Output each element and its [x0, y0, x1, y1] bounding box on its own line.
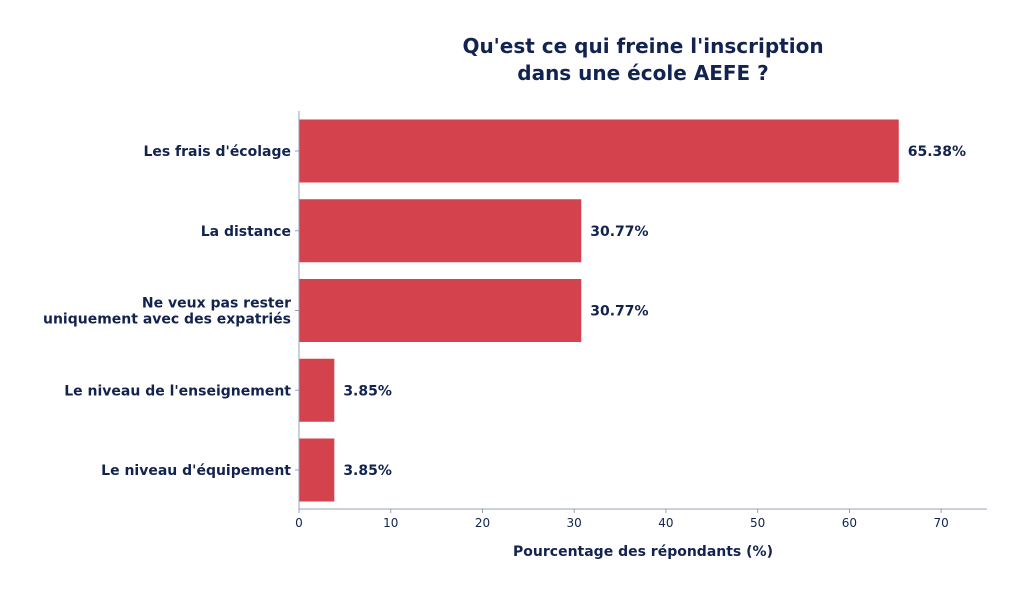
x-tick-label: 0 [295, 516, 303, 530]
bar [299, 119, 899, 183]
chart-title: Qu'est ce qui freine l'inscription dans u… [462, 34, 823, 85]
category-label: uniquement avec des expatriés [43, 312, 291, 328]
x-tick-label: 30 [567, 516, 582, 530]
bar [299, 438, 335, 502]
x-tick-label: 10 [383, 516, 398, 530]
category-label: La distance [201, 224, 291, 240]
x-axis-title: Pourcentage des répondants (%) [513, 544, 773, 560]
category-label: Les frais d'écolage [143, 144, 291, 160]
value-labels: 65.38% 30.77% 30.77% 3.85% 3.85% [343, 144, 966, 479]
bar [299, 279, 582, 342]
x-tick-label: 50 [750, 516, 765, 530]
value-label: 30.77% [590, 224, 648, 240]
chart-title-line: Qu'est ce qui freine l'inscription [462, 34, 823, 58]
value-label: 3.85% [343, 463, 392, 479]
x-tick-label: 70 [933, 516, 948, 530]
chart-title-line: dans une école AEFE ? [517, 61, 769, 85]
bar [299, 199, 582, 263]
x-tick-label: 60 [842, 516, 857, 530]
value-label: 3.85% [343, 383, 392, 399]
x-axis: 0 10 20 30 40 50 60 70 [295, 111, 987, 530]
value-label: 30.77% [590, 304, 648, 320]
x-tick-label: 20 [475, 516, 490, 530]
category-label: Ne veux pas rester [142, 296, 291, 312]
bar [299, 358, 335, 422]
category-label: Le niveau d'équipement [101, 463, 291, 479]
category-label: Le niveau de l'enseignement [64, 383, 291, 399]
category-labels: Les frais d'écolage La distance Ne veux pa… [43, 144, 291, 479]
value-label: 65.38% [908, 144, 966, 160]
x-tick-label: 40 [658, 516, 673, 530]
bars [299, 119, 899, 502]
